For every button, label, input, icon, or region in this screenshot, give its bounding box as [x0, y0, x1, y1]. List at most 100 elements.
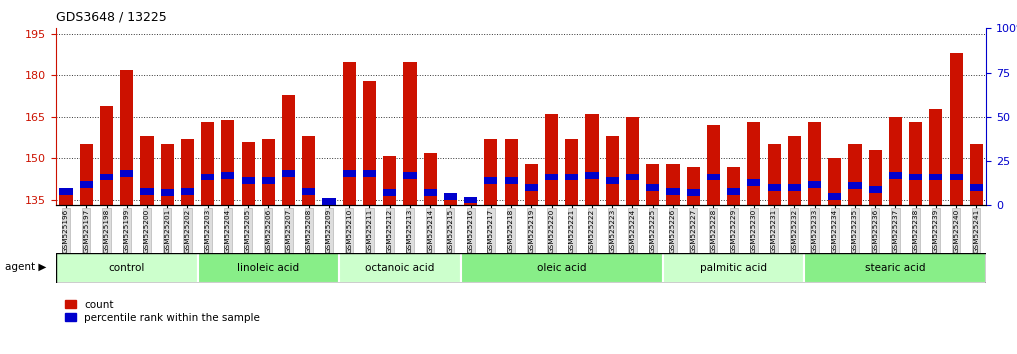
Bar	[242, 177, 254, 184]
Bar	[545, 114, 558, 205]
Bar	[161, 189, 174, 196]
Bar	[222, 172, 235, 179]
Bar	[464, 197, 477, 205]
Bar	[606, 177, 618, 184]
Bar	[666, 164, 679, 205]
FancyBboxPatch shape	[461, 253, 663, 283]
Bar	[909, 122, 922, 205]
Bar	[686, 189, 700, 196]
Bar	[586, 114, 599, 205]
Bar	[100, 106, 113, 205]
Bar	[282, 95, 295, 205]
Bar	[59, 192, 72, 205]
Bar	[525, 184, 538, 191]
Bar	[565, 139, 579, 205]
Text: control: control	[109, 263, 145, 273]
Bar	[727, 167, 740, 205]
Bar	[646, 164, 659, 205]
Bar	[768, 184, 781, 191]
Bar	[404, 62, 417, 205]
Legend: count, percentile rank within the sample: count, percentile rank within the sample	[61, 296, 264, 327]
Bar	[404, 172, 417, 179]
Bar	[950, 53, 963, 205]
Bar	[181, 188, 194, 195]
Bar	[930, 109, 943, 205]
Bar	[504, 139, 518, 205]
Bar	[970, 184, 983, 191]
Bar	[828, 193, 841, 200]
Bar	[807, 181, 821, 188]
Bar	[424, 153, 436, 205]
Bar	[383, 155, 397, 205]
Bar	[484, 139, 497, 205]
Bar	[120, 170, 133, 177]
Bar	[504, 177, 518, 184]
FancyBboxPatch shape	[56, 253, 197, 283]
Bar	[788, 184, 800, 191]
Bar	[768, 144, 781, 205]
FancyBboxPatch shape	[197, 253, 339, 283]
Bar	[140, 136, 154, 205]
Bar	[565, 173, 579, 181]
Text: agent ▶: agent ▶	[5, 262, 47, 272]
Bar	[869, 150, 882, 205]
Bar	[201, 173, 215, 181]
Bar	[261, 139, 275, 205]
FancyBboxPatch shape	[804, 253, 986, 283]
Bar	[302, 136, 315, 205]
Bar	[525, 164, 538, 205]
Text: linoleic acid: linoleic acid	[237, 263, 299, 273]
Text: GDS3648 / 13225: GDS3648 / 13225	[56, 11, 167, 24]
Bar	[464, 196, 477, 204]
Bar	[484, 177, 497, 184]
FancyBboxPatch shape	[663, 253, 804, 283]
Text: stearic acid: stearic acid	[865, 263, 925, 273]
Bar	[222, 120, 235, 205]
Text: oleic acid: oleic acid	[537, 263, 587, 273]
Bar	[79, 181, 93, 188]
Bar	[59, 188, 72, 195]
Bar	[140, 188, 154, 195]
Bar	[443, 193, 457, 200]
Bar	[343, 170, 356, 177]
Bar	[848, 144, 861, 205]
Bar	[586, 172, 599, 179]
Bar	[807, 122, 821, 205]
Bar	[666, 188, 679, 195]
Bar	[686, 167, 700, 205]
Bar	[606, 136, 618, 205]
Bar	[100, 173, 113, 181]
Bar	[302, 188, 315, 195]
Bar	[625, 173, 639, 181]
Bar	[79, 144, 93, 205]
Bar	[848, 182, 861, 189]
Bar	[343, 62, 356, 205]
Bar	[646, 184, 659, 191]
Bar	[707, 125, 720, 205]
Bar	[322, 198, 336, 205]
Text: palmitic acid: palmitic acid	[700, 263, 767, 273]
Bar	[545, 173, 558, 181]
Bar	[909, 173, 922, 181]
Bar	[869, 186, 882, 193]
Bar	[747, 122, 761, 205]
Bar	[242, 142, 254, 205]
Bar	[889, 117, 902, 205]
Bar	[889, 172, 902, 179]
Bar	[282, 170, 295, 177]
Bar	[707, 173, 720, 181]
Bar	[322, 200, 336, 205]
Bar	[363, 81, 376, 205]
Bar	[363, 170, 376, 177]
Bar	[930, 173, 943, 181]
Bar	[747, 179, 761, 186]
Text: octanoic acid: octanoic acid	[365, 263, 434, 273]
Bar	[727, 188, 740, 195]
Bar	[625, 117, 639, 205]
FancyBboxPatch shape	[339, 253, 461, 283]
Bar	[424, 189, 436, 196]
Bar	[828, 158, 841, 205]
Bar	[201, 122, 215, 205]
Bar	[261, 177, 275, 184]
Bar	[970, 144, 983, 205]
